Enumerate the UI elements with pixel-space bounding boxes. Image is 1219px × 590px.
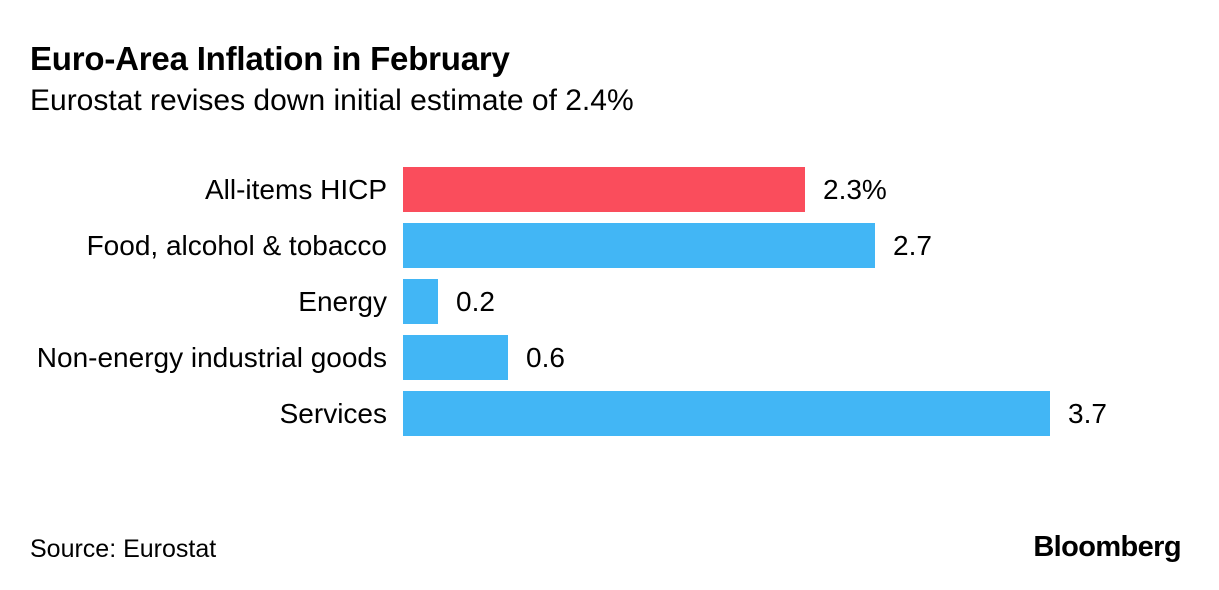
chart-subtitle: Eurostat revises down initial estimate o…: [30, 84, 634, 117]
value-label: 0.6: [526, 341, 565, 373]
bar-chart: All-items HICP 2.3% Food, alcohol & tobacc…: [30, 167, 1189, 447]
bar-row: Energy 0.2: [30, 279, 1189, 324]
bar-track: 2.3%: [403, 167, 1189, 212]
value-label: 3.7: [1068, 397, 1107, 429]
bar: [403, 167, 805, 212]
bar-track: 0.6: [403, 335, 1189, 380]
bar-row: Services 3.7: [30, 391, 1189, 436]
value-label: 0.2: [456, 285, 495, 317]
category-label: All-items HICP: [204, 174, 387, 205]
chart-title: Euro-Area Inflation in February: [30, 40, 510, 77]
category-label: Food, alcohol & tobacco: [86, 230, 387, 261]
category-label: Non-energy industrial goods: [36, 342, 387, 373]
category-label: Energy: [298, 286, 387, 317]
bar-track: 2.7: [403, 223, 1189, 268]
bar: [403, 391, 1050, 436]
bar-row: Food, alcohol & tobacco 2.7: [30, 223, 1189, 268]
value-label: 2.3%: [823, 173, 887, 205]
bar-track: 3.7: [403, 391, 1189, 436]
bar: [403, 335, 508, 380]
bar-row: All-items HICP 2.3%: [30, 167, 1189, 212]
bar: [403, 223, 875, 268]
bloomberg-logo: Bloomberg: [1033, 531, 1181, 563]
source-note: Source: Eurostat: [30, 535, 217, 563]
category-label: Services: [279, 398, 387, 429]
bar-track: 0.2: [403, 279, 1189, 324]
bar: [403, 279, 438, 324]
bar-row: Non-energy industrial goods 0.6: [30, 335, 1189, 380]
value-label: 2.7: [893, 229, 932, 261]
